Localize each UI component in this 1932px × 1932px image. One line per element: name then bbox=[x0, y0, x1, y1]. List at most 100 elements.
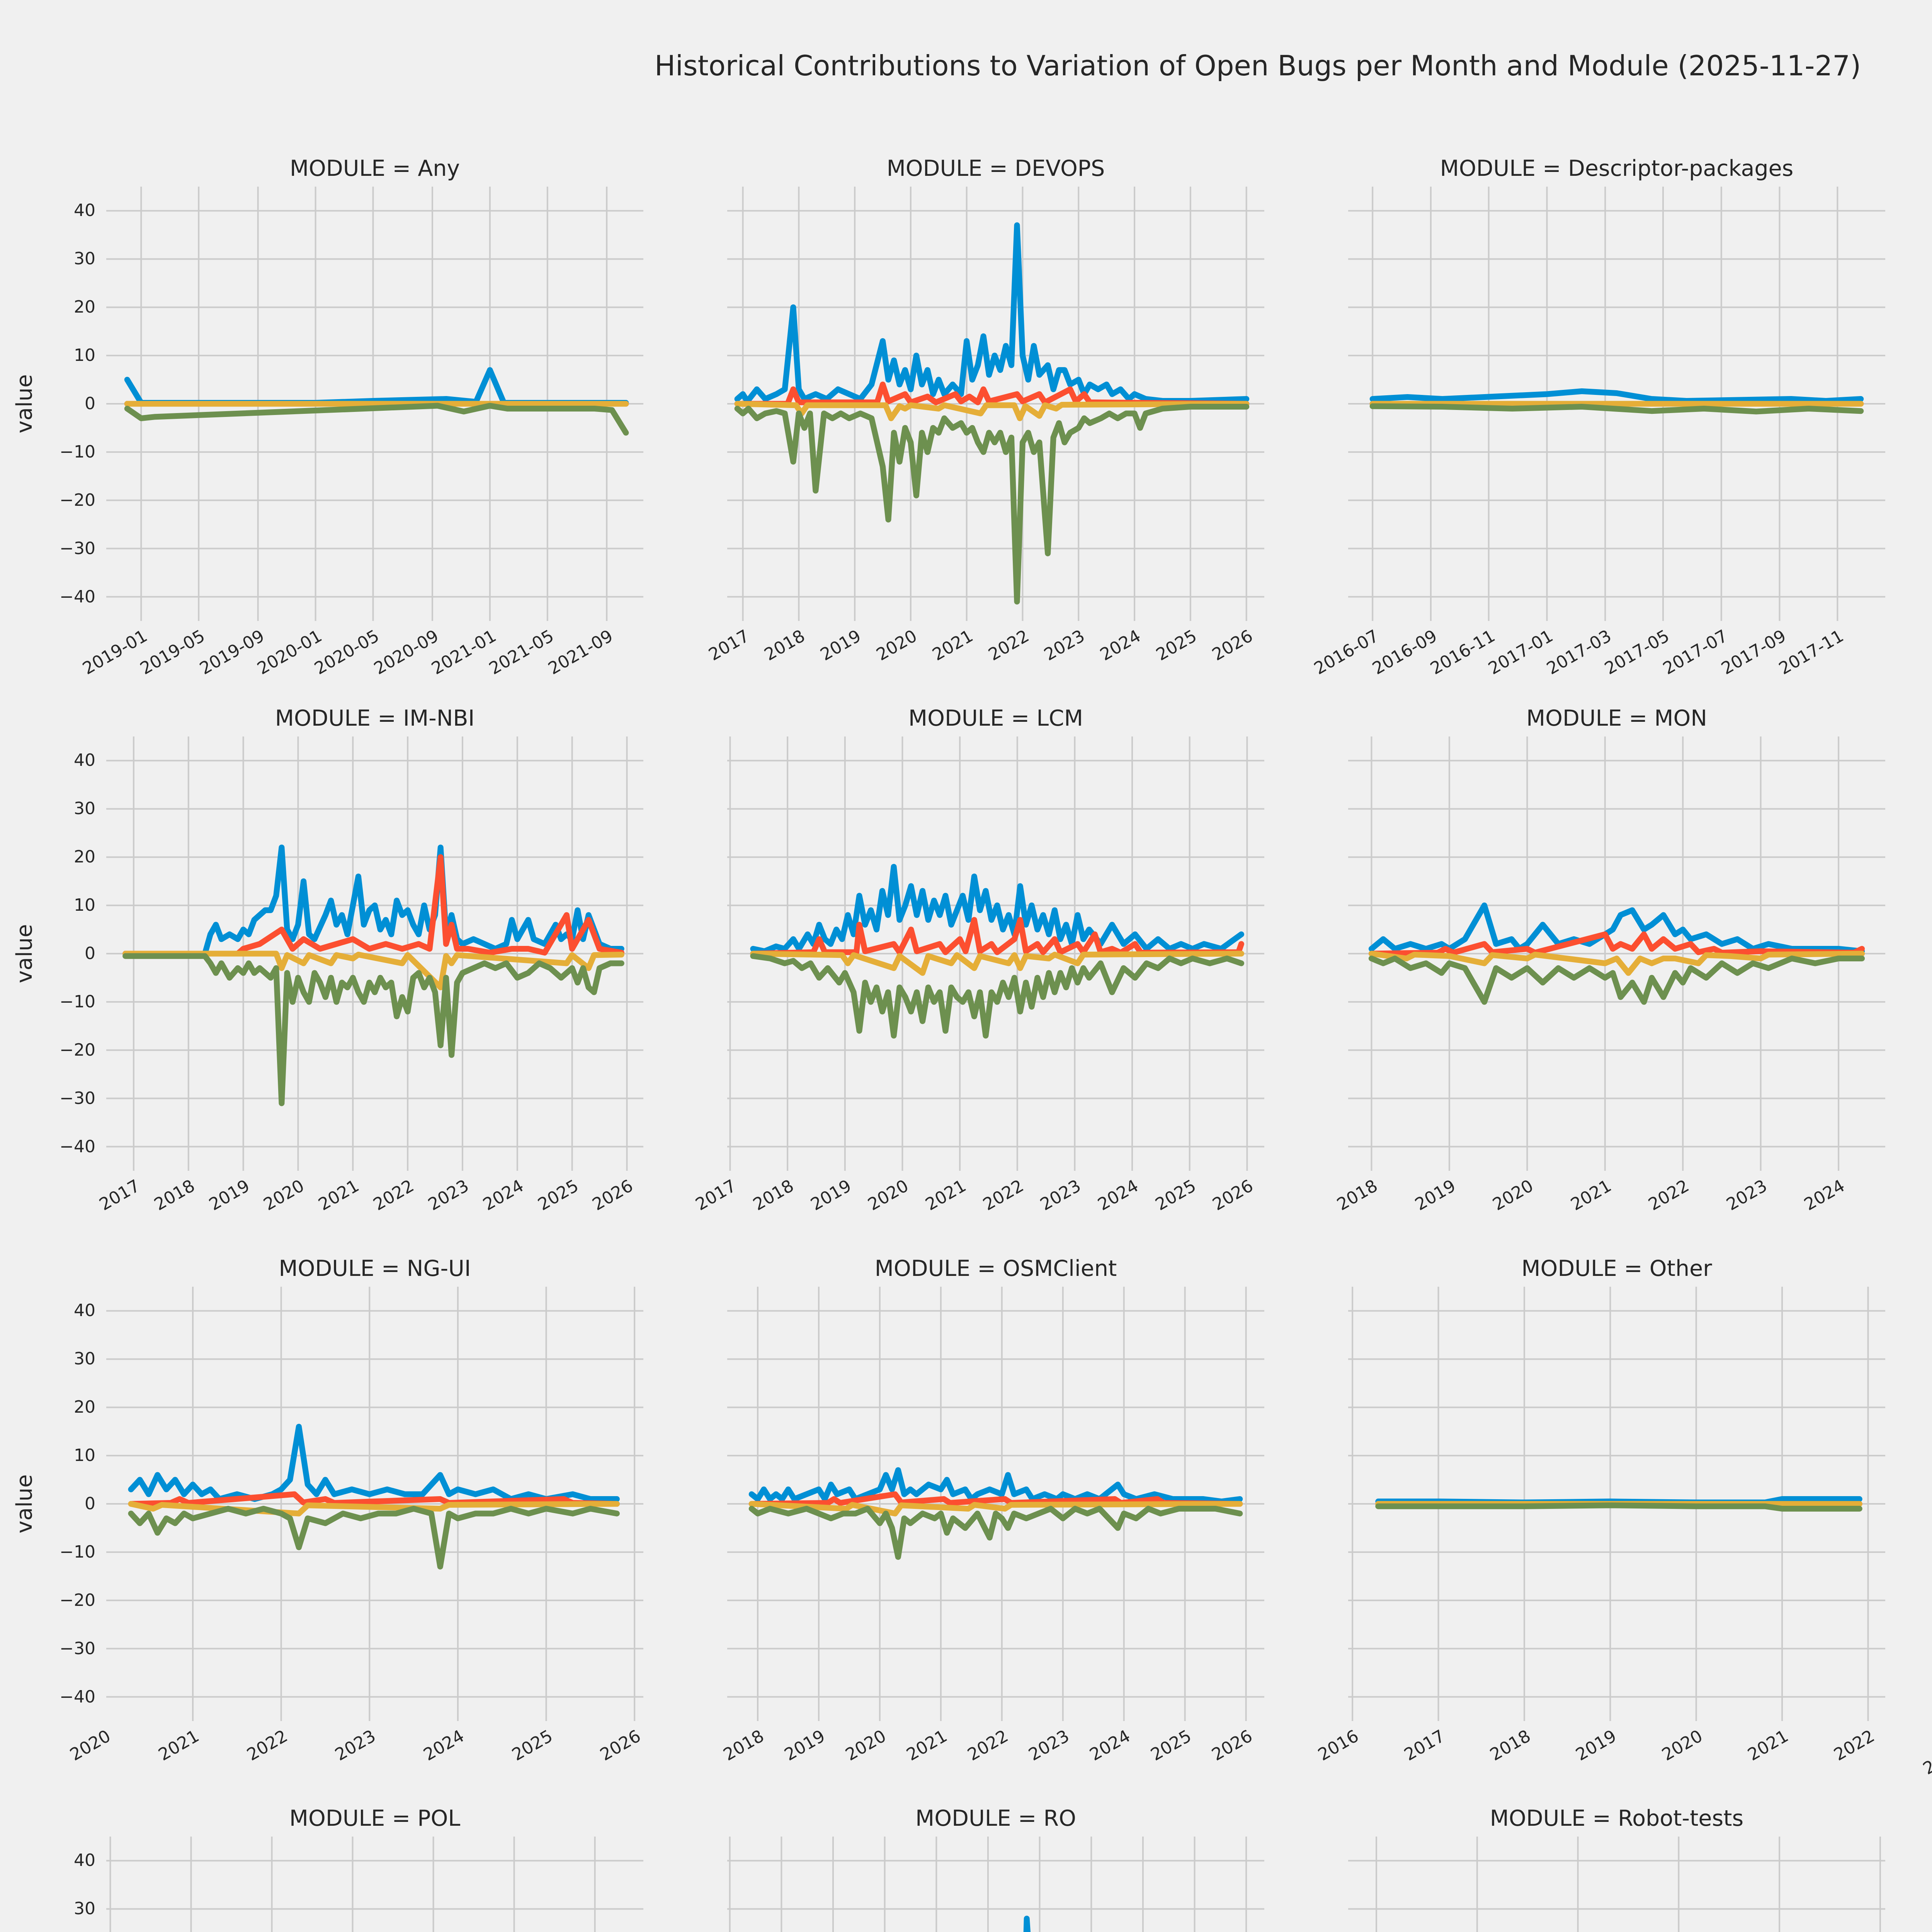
y-tick-label: 10 bbox=[74, 895, 95, 915]
line-opened bbox=[750, 864, 1244, 954]
line-closed bbox=[124, 403, 629, 436]
x-tick-label: 2016 bbox=[1874, 1176, 1932, 1255]
y-tick-label: 30 bbox=[74, 1899, 95, 1919]
line-closed bbox=[734, 404, 1250, 605]
line-opened bbox=[122, 844, 624, 957]
facet-title: MODULE = RO bbox=[915, 1806, 1076, 1831]
facet-LCM: MODULE = LCM 2017 2018 2019 2020 2021 2022 2023… bbox=[692, 706, 1264, 1214]
facet-title: MODULE = MON bbox=[1526, 706, 1708, 731]
facet-plot bbox=[1348, 187, 1885, 621]
y-tick-label: 0 bbox=[85, 1494, 95, 1514]
line-closed bbox=[1368, 956, 1865, 1005]
y-tick-label: −40 bbox=[60, 1687, 95, 1707]
y-tick-label: −10 bbox=[60, 992, 95, 1012]
y-tick-label: −10 bbox=[60, 1542, 95, 1562]
line-false_closed bbox=[1368, 951, 1865, 976]
y-tick-label: 30 bbox=[74, 799, 95, 819]
facet-title: MODULE = Other bbox=[1521, 1256, 1712, 1281]
line-opened bbox=[124, 367, 629, 406]
facet-title: MODULE = OSMClient bbox=[874, 1256, 1117, 1281]
facet-title: MODULE = LCM bbox=[908, 706, 1083, 731]
facet-OSMClient: MODULE = OSMClient 2018 2019 2020 2021 2022 20… bbox=[720, 1256, 1264, 1765]
y-tick-label: 40 bbox=[74, 1301, 95, 1321]
figure-title: Historical Contributions to Variation of… bbox=[654, 49, 1861, 82]
x-tick-label: 2016 bbox=[1868, 626, 1932, 705]
facet-plot bbox=[1348, 1287, 1885, 1721]
y-tick-label: 0 bbox=[85, 394, 95, 413]
facet-NG-UI: MODULE = NG-UI 2020 2021 2022 2023 2024 2025 20… bbox=[12, 1256, 644, 1765]
facet-title: MODULE = IM-NBI bbox=[275, 706, 475, 731]
facet-plot bbox=[106, 1287, 643, 1721]
y-tick-label: 40 bbox=[74, 201, 95, 221]
line-reopened bbox=[122, 854, 624, 957]
facet-title: MODULE = POL bbox=[289, 1806, 461, 1831]
y-axis-label: value bbox=[12, 1474, 37, 1534]
facet-plot bbox=[727, 187, 1264, 621]
facet-Other: MODULE = Other 2016 2017 2018 2019 2020 2021 20… bbox=[1315, 1256, 1885, 1765]
y-tick-label: −30 bbox=[60, 1088, 95, 1108]
x-tick-label: 2026 bbox=[1208, 1726, 1256, 1765]
y-tick-label: 30 bbox=[74, 249, 95, 269]
line-false_closed bbox=[734, 401, 1250, 421]
facet-plot bbox=[1348, 736, 1885, 1171]
y-tick-label: 20 bbox=[74, 297, 95, 317]
y-tick-label: 0 bbox=[85, 944, 95, 963]
y-tick-label: 10 bbox=[74, 1446, 95, 1466]
facet-title: MODULE = Any bbox=[289, 156, 460, 181]
line-false_closed bbox=[122, 951, 624, 990]
line-closed bbox=[128, 1506, 620, 1570]
line-closed bbox=[750, 953, 1244, 1039]
facet-plot bbox=[727, 736, 1264, 1171]
facet-plot bbox=[727, 1287, 1264, 1721]
y-tick-label: −40 bbox=[60, 587, 95, 607]
facet-RO: MODULE = RO20162017201820192020202120222… bbox=[727, 1806, 1264, 1932]
facet-MON: MODULE = MON 2018 2019 2020 2021 2022 2023 2024 bbox=[1334, 706, 1885, 1214]
facet-Robot-tests: MODULE = Robot-tests20212022202320242025… bbox=[1348, 1806, 1885, 1932]
y-tick-label: −20 bbox=[60, 1040, 95, 1060]
line-false_closed bbox=[128, 1501, 620, 1517]
y-tick-label: 40 bbox=[74, 750, 95, 770]
line-false_closed bbox=[748, 1501, 1243, 1517]
y-tick-label: 30 bbox=[74, 1349, 95, 1369]
facet-DEVOPS: MODULE = DEVOPS 2017 2018 2019 2020 2021 2022 2… bbox=[705, 156, 1264, 665]
line-closed bbox=[748, 1506, 1243, 1560]
y-tick-label: −10 bbox=[60, 442, 95, 462]
facet-IM-NBI: MODULE = IM-NBI 2017 2018 2019 2020 2021 2022 2… bbox=[12, 706, 643, 1214]
line-reopened bbox=[734, 381, 1250, 407]
line-reopened bbox=[1368, 931, 1865, 957]
y-tick-label: −20 bbox=[60, 490, 95, 510]
line-opened bbox=[734, 222, 1250, 405]
y-tick-label: −20 bbox=[60, 1590, 95, 1610]
line-closed bbox=[1369, 403, 1864, 415]
facet-title: MODULE = DEVOPS bbox=[886, 156, 1105, 181]
y-axis-label: value bbox=[12, 374, 37, 434]
y-tick-label: −30 bbox=[60, 538, 95, 558]
facet-plot bbox=[106, 1837, 643, 1932]
y-tick-label: 10 bbox=[74, 345, 95, 366]
facet-plot bbox=[1348, 1837, 1885, 1932]
line-opened bbox=[748, 1467, 1243, 1505]
facet-POL: MODULE = POL2018201920202021202220232024… bbox=[74, 1806, 643, 1932]
y-tick-label: 20 bbox=[74, 847, 95, 867]
y-tick-label: 20 bbox=[74, 1397, 95, 1417]
line-opened bbox=[1369, 388, 1864, 404]
x-tick-label: 2020-07 bbox=[1920, 1726, 1932, 1779]
line-false_closed bbox=[750, 951, 1244, 976]
line-reopened bbox=[748, 1491, 1243, 1507]
y-tick-label: −30 bbox=[60, 1638, 95, 1658]
line-closed bbox=[122, 953, 624, 1106]
y-axis-label: value bbox=[12, 924, 37, 983]
line-closed bbox=[1375, 1502, 1862, 1512]
facet-plot bbox=[106, 736, 643, 1171]
y-tick-label: 40 bbox=[74, 1850, 95, 1871]
facet-title: MODULE = Descriptor-packages bbox=[1440, 156, 1794, 181]
facet-Descriptor-packages: MODULE = Descriptor-packages 2016-07 2016-… bbox=[1311, 156, 1885, 679]
facet-Any: MODULE = Any 2019-01 2019-05 2019-09 2020-01… bbox=[12, 156, 643, 679]
facet-title: MODULE = NG-UI bbox=[279, 1256, 471, 1281]
facet-plot bbox=[106, 187, 643, 621]
line-opened bbox=[128, 1423, 620, 1502]
line-reopened bbox=[128, 1491, 620, 1507]
facet-title: MODULE = Robot-tests bbox=[1490, 1806, 1744, 1831]
facet-plot bbox=[727, 1837, 1264, 1932]
